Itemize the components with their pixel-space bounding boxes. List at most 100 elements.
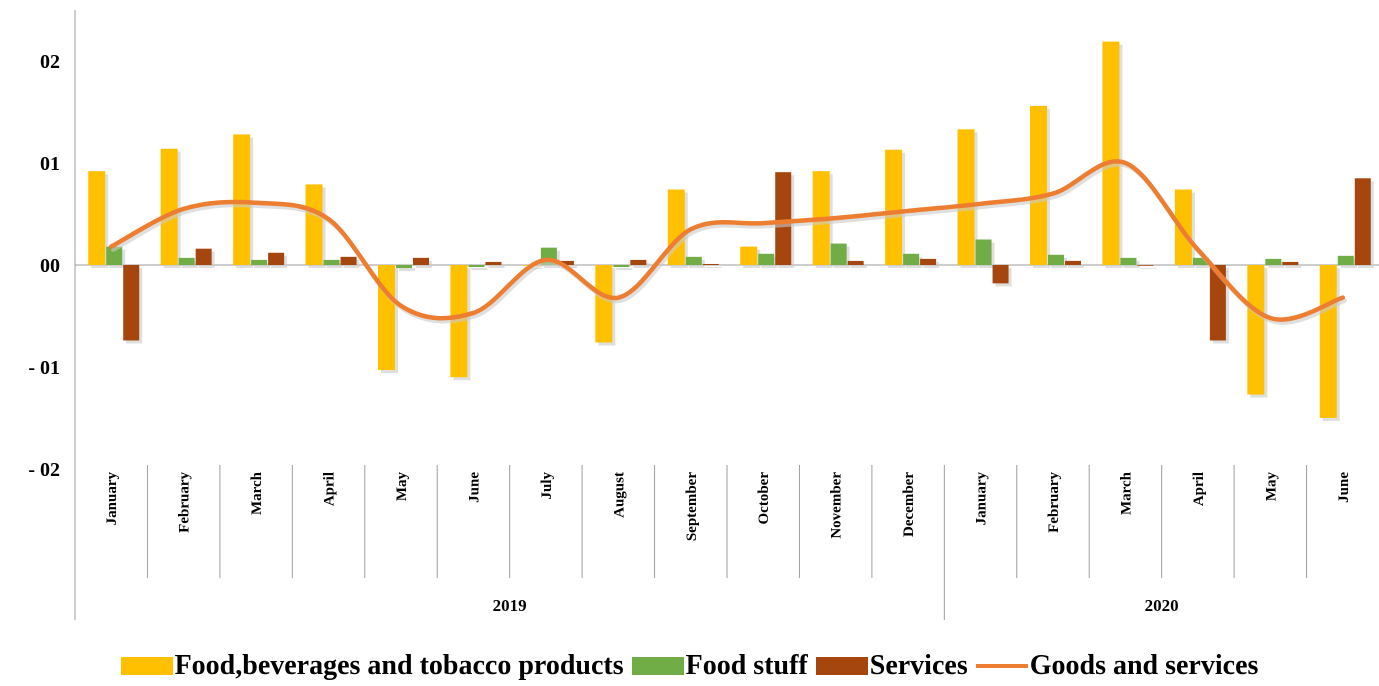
bar-food-beverages-and-tobacco-products: [160, 148, 178, 265]
year-group-label: 2020: [1145, 596, 1179, 615]
bar-food-stuff: [1120, 257, 1137, 265]
legend-swatch: [975, 664, 1028, 668]
bar-services: [1209, 265, 1226, 341]
bar-services: [920, 258, 937, 265]
bar-food-beverages-and-tobacco-products: [1030, 105, 1047, 265]
y-tick-label: 01: [40, 153, 60, 175]
year-group-label: 2019: [493, 596, 527, 615]
bar-shadow: [254, 262, 271, 268]
x-tick-label: May: [394, 472, 410, 502]
bar-food-stuff: [178, 257, 195, 265]
bar-shadow: [616, 268, 633, 271]
legend: Food,beverages and tobacco products Food …: [0, 646, 1379, 686]
x-tick-label: February: [177, 472, 193, 533]
legend-item: Goods and services: [975, 650, 1259, 682]
bar-shadow: [633, 262, 650, 268]
bar-food-stuff: [323, 259, 340, 265]
bar-food-beverages-and-tobacco-products: [233, 134, 251, 265]
bar-food-beverages-and-tobacco-products: [1174, 189, 1192, 265]
bar-services: [992, 265, 1009, 284]
x-tick-label: August: [611, 472, 627, 518]
x-tick-label: May: [1263, 472, 1279, 502]
bar-food-beverages-and-tobacco-products: [305, 184, 323, 265]
legend-label: Services: [869, 650, 968, 681]
bar-food-stuff: [758, 253, 775, 265]
bar-shadow: [326, 262, 343, 268]
x-tick-label: June: [466, 472, 482, 503]
legend-label: Goods and services: [1029, 650, 1259, 681]
bar-shadow: [560, 263, 577, 268]
bar-services: [268, 252, 285, 265]
bar-food-beverages-and-tobacco-products: [1247, 265, 1265, 395]
bar-shadow: [1285, 264, 1302, 268]
x-tick-label: January: [104, 472, 120, 526]
legend-label: Food stuff: [685, 650, 808, 681]
bar-shadow: [705, 266, 722, 268]
y-tick-label: 02: [40, 51, 60, 73]
x-tick-label: September: [684, 472, 700, 541]
bar-services: [485, 261, 502, 265]
bar-food-beverages-and-tobacco-products: [957, 129, 975, 265]
bar-food-stuff: [251, 259, 268, 265]
legend-swatch: [815, 657, 868, 675]
x-tick-label: January: [974, 472, 990, 526]
bar-services: [195, 248, 212, 265]
bar-services: [1282, 261, 1299, 265]
bar-food-beverages-and-tobacco-products: [378, 265, 395, 371]
series-line-shadow: [110, 162, 1348, 325]
bar-services: [1137, 265, 1154, 266]
bar-food-beverages-and-tobacco-products: [740, 246, 758, 265]
bar-food-stuff: [685, 256, 702, 265]
bar-food-stuff: [1265, 258, 1282, 265]
bar-food-stuff: [106, 246, 123, 265]
bar-food-beverages-and-tobacco-products: [88, 171, 106, 265]
y-tick-label: 00: [40, 255, 60, 277]
bar-services: [413, 257, 429, 265]
bar-food-stuff: [468, 265, 485, 268]
bar-services: [123, 265, 140, 341]
y-tick-label: - 01: [28, 357, 60, 379]
bar-services: [775, 172, 792, 265]
bar-food-stuff: [903, 253, 920, 265]
bar-shadow: [488, 264, 505, 268]
bar-food-stuff: [396, 265, 412, 269]
bar-services: [1354, 178, 1371, 265]
bar-food-beverages-and-tobacco-products: [1319, 265, 1337, 418]
x-tick-label: November: [829, 472, 845, 539]
x-tick-label: March: [1118, 471, 1134, 515]
series-line-goods-and-services: [108, 159, 1346, 322]
chart-canvas: - 02 - 01 00 01 02 January February March April M…: [28, 10, 1379, 620]
x-tick-label: April: [1191, 472, 1207, 506]
bar-services: [1065, 260, 1081, 265]
bar-food-beverages-and-tobacco-products: [595, 265, 613, 343]
bar-services: [340, 256, 357, 265]
legend-item: Food stuff: [631, 650, 808, 682]
bar-services: [847, 260, 864, 265]
bar-food-stuff: [1337, 255, 1354, 265]
bar-food-stuff: [830, 243, 847, 265]
bar-food-stuff: [1048, 254, 1064, 265]
legend-swatch: [631, 657, 684, 675]
bar-services: [557, 260, 574, 265]
bar-shadow: [471, 268, 488, 271]
y-tick-label: - 02: [28, 459, 60, 481]
x-tick-label: June: [1336, 472, 1352, 503]
bar-services: [702, 263, 719, 265]
bar-food-stuff: [975, 239, 992, 265]
legend-swatch: [120, 657, 173, 675]
legend-item: Services: [815, 650, 968, 682]
legend-item: Food,beverages and tobacco products: [120, 650, 624, 682]
bar-shadow: [1140, 268, 1157, 269]
x-tick-label: July: [539, 472, 555, 500]
bar-shadow: [1068, 263, 1084, 268]
x-tick-label: December: [901, 472, 917, 537]
x-tick-label: February: [1046, 472, 1062, 533]
bar-services: [630, 259, 647, 265]
x-tick-label: April: [322, 472, 338, 506]
bar-shadow: [850, 263, 867, 268]
bar-food-stuff: [1192, 257, 1209, 265]
x-tick-label: March: [249, 471, 265, 515]
bar-shadow: [399, 268, 415, 272]
bar-food-beverages-and-tobacco-products: [1102, 41, 1120, 266]
legend-label: Food,beverages and tobacco products: [174, 650, 624, 681]
